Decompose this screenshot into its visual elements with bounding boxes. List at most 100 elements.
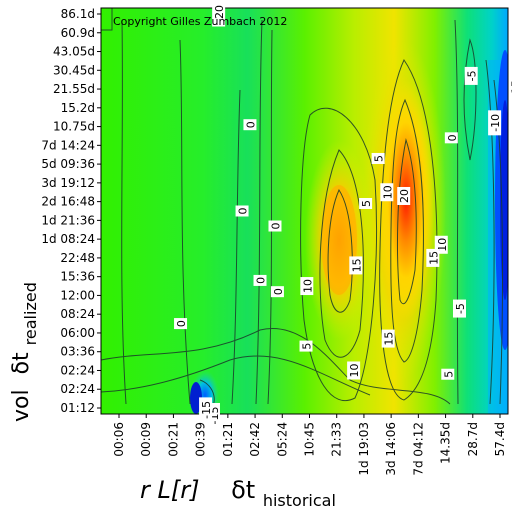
y-tick-label: 3d 19:12 [41, 176, 95, 190]
contour-label-bg [174, 318, 188, 330]
contour-label: -20 [212, 1, 226, 27]
contour-label-bg [253, 274, 267, 286]
x-tick-label: 00:21 [166, 422, 180, 457]
y-tick-label: 12:00 [60, 288, 95, 302]
x-tick-label: 7d 04:12 [411, 422, 425, 476]
contour-label-text: 10 [348, 363, 361, 377]
contour-label: 0 [235, 205, 250, 217]
y-tick-label: 30.45d [53, 63, 95, 77]
y-axis-title-prefix: vol [9, 389, 34, 422]
contour-label-text: 5 [360, 200, 373, 207]
contour-label-bg [444, 132, 458, 144]
x-tick-label: 00:09 [139, 422, 153, 457]
contour-label: 0 [444, 132, 459, 144]
x-tick-label: 28.7d [466, 422, 480, 456]
y-tick-label: 60.9d [61, 26, 95, 40]
contour-label-bg [359, 197, 373, 209]
contour-label-text: 20 [398, 189, 411, 203]
contour-labels: -200000000-5-10-1555551010101015151520-5… [174, 1, 512, 429]
y-tick-label: 01:12 [60, 401, 95, 415]
y-tick-label: 02:24 [60, 382, 95, 396]
contour-label-text: 15 [383, 332, 396, 346]
contour-label: 5 [371, 152, 386, 164]
x-tick-label: 1d 19:03 [357, 422, 371, 476]
y-tick-label: 02:24 [60, 363, 95, 377]
contour-label-text: 0 [269, 223, 282, 230]
x-axis-title-symbol: δt [231, 476, 255, 504]
contour-label-bg [452, 299, 466, 318]
contour-label: 5 [299, 340, 314, 352]
contour-label-text: -5 [466, 70, 479, 81]
copyright-text: Copyright Gilles Zumbach 2012 [113, 15, 287, 28]
contour-label: 0 [268, 220, 282, 232]
y-tick-label: 21.55d [53, 82, 95, 96]
contour-label: 5 [359, 197, 373, 209]
contour-label: 5 [441, 368, 455, 380]
contour-label-text: 10 [436, 238, 449, 252]
contour-label-bg [380, 183, 394, 202]
y-tick-label: 08:24 [60, 307, 95, 321]
contour-label-text: 10 [301, 279, 314, 293]
contour-label: 15 [426, 248, 440, 267]
contour-label-text: -5 [454, 303, 467, 314]
contour-label-text: 10 [381, 185, 394, 199]
contour-label-bg [349, 256, 363, 275]
contour-label-text: 15 [350, 258, 363, 272]
y-tick-label: 7d 14:24 [41, 138, 95, 152]
contour-label-text: -15 [510, 80, 512, 98]
contour-label: 0 [270, 286, 285, 298]
contour-label-bg [397, 186, 411, 205]
y-tick-label: 15:36 [60, 270, 95, 284]
contour-label: 0 [253, 274, 268, 286]
contour-label-bg [243, 119, 257, 131]
contour-label: 0 [174, 318, 188, 330]
contour-label: -5 [452, 299, 467, 318]
contour-label-bg [300, 277, 314, 296]
contour-label-bg [441, 368, 455, 380]
contour-label: 10 [380, 183, 394, 202]
x-tick-label: 00:39 [194, 422, 208, 457]
x-axis-title-sub: historical [263, 491, 336, 510]
contour-label: 15 [349, 256, 363, 275]
contour-label-text: 5 [301, 343, 314, 350]
x-tick-label: 14.35d [439, 422, 453, 464]
contour-label-text: -20 [213, 5, 226, 23]
y-tick-label: 1d 08:24 [41, 232, 95, 246]
contour-label-bg [212, 1, 226, 27]
contour-label-bg [488, 110, 502, 136]
x-tick-label: 01:21 [221, 422, 235, 457]
contour-label-text: 0 [237, 208, 250, 215]
contour-label-bg [235, 205, 249, 217]
x-tick-label: 05:24 [275, 422, 289, 457]
contour-label: -15 [508, 76, 512, 102]
y-tick-label: 22:48 [60, 251, 95, 265]
contour-label: 10 [347, 361, 361, 380]
contour-label-text: -10 [489, 114, 502, 132]
heatmap-field [101, 8, 508, 414]
x-tick-label: 3d 14:06 [384, 422, 398, 476]
plot-frame [100, 7, 509, 415]
y-tick-label: 2d 16:48 [41, 195, 95, 209]
x-tick-label: 00:06 [112, 422, 126, 457]
x-axis-title-prefix: r L[r] [140, 476, 199, 504]
contour-label-bg [347, 361, 361, 380]
x-axis-ticks: 00:06 00:09 00:21 00:39 01:21 02:42 05:24 10:45… [112, 414, 507, 476]
y-axis-ticks: 86.1d 60.9d 43.05d 30.45d 21.55d 15.2d 10.75d 7… [41, 7, 101, 415]
contour-label-text: 0 [244, 121, 257, 128]
contour-label: 20 [397, 186, 411, 205]
contour-label-bg [268, 220, 282, 232]
y-axis-title: vol δt realized [9, 282, 40, 422]
contour-label-text: 0 [272, 288, 285, 295]
contour-label-text: 0 [446, 134, 459, 141]
y-tick-label: 43.05d [53, 45, 95, 59]
y-tick-label: 1d 21:36 [41, 213, 95, 227]
contour-label-bg [199, 397, 213, 423]
y-tick-label: 86.1d [61, 7, 95, 21]
contour-label: 10 [300, 277, 314, 296]
x-tick-label: 10:45 [303, 422, 317, 457]
contour-label: -10 [488, 110, 502, 136]
x-tick-label: 21:33 [330, 422, 344, 457]
x-axis-title: r L[r] δt historical [140, 476, 336, 510]
